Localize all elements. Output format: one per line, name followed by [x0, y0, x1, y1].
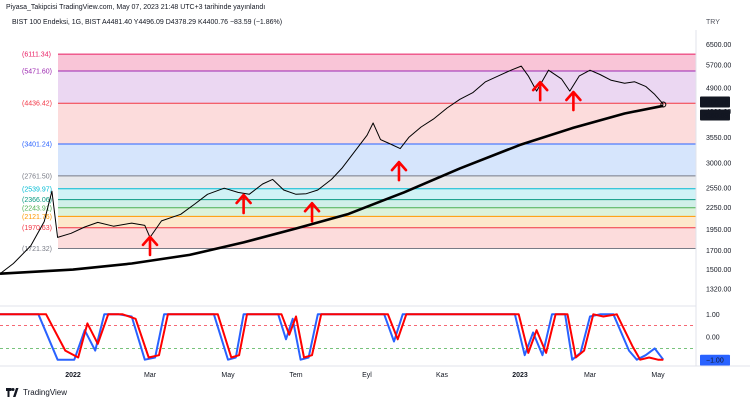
price-axis-tick: 1320.00 — [706, 287, 731, 294]
last-price-marker — [660, 101, 667, 108]
fib-band — [58, 143, 696, 176]
price-axis-tick: 1950.00 — [706, 227, 731, 234]
time-axis-tick: Eyl — [362, 372, 372, 379]
price-axis-tick: 6500.00 — [706, 42, 731, 49]
oscillator-value-tag-bg — [700, 354, 730, 366]
fib-band — [58, 175, 696, 189]
fib-level-label: (5471.60) — [22, 69, 52, 76]
fib-band — [58, 71, 696, 104]
time-axis-tick: Tem — [289, 372, 302, 379]
fib-level-label: (2243.91) — [22, 205, 52, 212]
up-arrow-annotation — [141, 235, 159, 257]
tradingview-footer: TradingView — [6, 388, 67, 397]
fib-level-label: (1721.32) — [22, 246, 52, 253]
price-axis-tick: 1500.00 — [706, 267, 731, 274]
currency-label: TRY — [706, 19, 720, 26]
fib-level-label: (2539.97) — [22, 186, 52, 193]
time-axis-tick: 2022 — [65, 372, 81, 379]
up-arrow-annotation — [565, 90, 582, 112]
fib-band — [58, 216, 696, 228]
price-axis-tick: 4900.00 — [706, 85, 731, 92]
oscillator-axis-tick: 1.00 — [706, 312, 720, 319]
last-price-tag: 4400.76 — [703, 100, 728, 107]
up-arrow-annotation — [303, 201, 321, 223]
tradingview-logo-icon — [6, 388, 19, 397]
fib-level-label: (2121.76) — [22, 214, 52, 221]
fib-band — [58, 54, 696, 72]
price-axis-tick: 2250.00 — [706, 205, 731, 212]
time-axis-tick: Kas — [436, 372, 449, 379]
price-axis-tick: 1700.00 — [706, 248, 731, 255]
time-axis-tick: May — [651, 372, 665, 379]
price-axis-tick: 2550.00 — [706, 186, 731, 193]
oscillator-value-tag: −1.00 — [706, 358, 724, 365]
fib-level-label: (2366.06) — [22, 197, 52, 204]
fib-level-label: (2761.50) — [22, 173, 52, 180]
up-arrow-annotation — [390, 160, 408, 182]
up-arrow-annotation — [531, 80, 549, 102]
symbol-legend: BIST 100 Endeksi, 1G, BIST A4481.40 Y449… — [12, 19, 283, 26]
last-price-tag: 4360.89 — [703, 113, 728, 120]
price-axis-tick: 5700.00 — [706, 62, 731, 69]
fib-band — [58, 103, 696, 144]
price-series-line — [0, 65, 664, 275]
fib-band — [58, 207, 696, 217]
fib-band — [58, 188, 696, 200]
publish-info: Piyasa_Takipcisi TradingView.com, May 07… — [6, 4, 266, 11]
time-axis-tick: Mar — [144, 372, 157, 379]
price-axis-tick: 3550.00 — [706, 135, 731, 142]
oscillator-red-line — [0, 313, 664, 361]
last-price-tag-bg — [700, 96, 730, 108]
fib-level-label: (1970.63) — [22, 225, 52, 232]
time-axis-tick: Mar — [584, 372, 597, 379]
tradingview-brand: TradingView — [23, 388, 68, 397]
fib-level-label: (6111.34) — [22, 52, 51, 59]
moving-average-line — [0, 104, 664, 275]
price-axis-tick: 3000.00 — [706, 161, 731, 168]
up-arrow-annotation — [235, 193, 252, 215]
fib-level-label: (4436.42) — [22, 101, 52, 108]
time-axis-tick: 2023 — [512, 372, 528, 379]
time-axis-tick: May — [221, 372, 235, 379]
last-price-tag-bg — [700, 109, 730, 121]
oscillator-axis-tick: 0.00 — [706, 335, 720, 342]
fib-band — [58, 227, 696, 249]
fib-level-label: (3401.24) — [22, 141, 52, 148]
